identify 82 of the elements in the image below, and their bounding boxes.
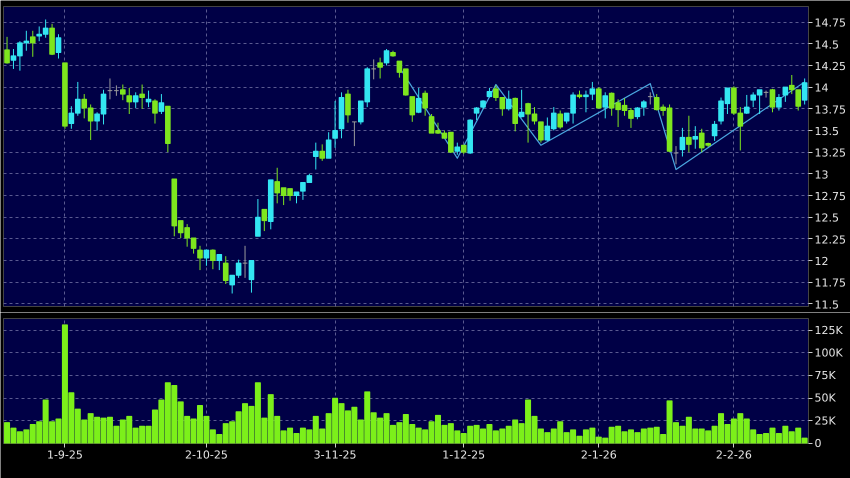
candlestick [647,92,654,105]
candlestick [126,88,132,115]
candlestick [602,92,608,119]
y-tick-label: 100K [814,346,844,360]
y-tick-label: 13.75 [814,103,846,116]
candlestick [248,260,254,294]
y-tick-label: 125K [814,324,844,337]
candlestick [262,208,268,232]
candlestick [776,94,782,112]
candlestick [158,94,164,115]
y-tick-label: 13 [814,168,828,182]
y-tick-label: 11.5 [814,298,839,312]
y-tick-label: 12.5 [814,212,839,225]
candlestick [352,121,358,147]
candlestick [634,106,640,120]
candlestick [139,84,145,110]
candlestick [384,48,390,66]
y-tick-label: 50K [814,392,836,405]
candlestick [197,245,203,271]
y-tick-label: 11.75 [814,276,846,290]
candlestick [242,245,248,278]
candlestick [770,88,776,113]
candlestick [332,100,338,148]
candlestick [132,92,138,108]
candlestick [146,90,152,108]
candlestick [294,192,300,204]
candlestick [312,142,319,170]
candlestick [782,86,788,102]
x-tick-label: 1-12-25 [442,448,486,462]
candlestick [216,254,222,271]
candlestick [370,58,376,80]
candlestick [454,142,460,156]
candlestick [680,127,686,157]
x-tick-label: 3-11-25 [314,448,357,462]
candlestick [583,90,589,113]
candlestick [557,110,564,130]
candlestick [377,57,383,79]
x-tick-label: 2-10-25 [184,448,228,462]
candlestick [686,115,692,153]
candlestick [506,90,512,112]
candlestick [409,96,416,122]
y-tick-label: 12.25 [814,233,846,246]
y-tick-label: 75K [814,369,836,382]
candlestick [474,106,480,121]
candlestick [222,256,229,284]
y-tick-label: 13.5 [814,124,839,138]
candlestick [802,78,808,105]
y-tick-label: 0 [814,437,822,450]
x-tick-label: 2-2-26 [716,448,752,462]
y-tick-label: 25K [814,414,836,428]
y-tick-label: 12.75 [814,190,846,204]
candlestick [590,81,596,101]
candlestick [30,30,36,58]
candlestick [152,98,158,124]
y-tick-label: 14 [814,82,828,95]
candlestick [120,84,126,101]
candlestick [673,146,679,165]
candlestick [210,248,216,270]
x-tick-label: 1-9-25 [46,448,83,462]
y-tick-label: 14.25 [814,60,846,73]
candlestick [345,89,351,124]
candlestick [486,88,492,98]
y-tick-label: 13.25 [814,146,846,160]
candlestick [326,132,332,159]
candlestick [422,90,428,116]
y-tick-label: 12 [814,255,828,268]
y-tick-label: 14.5 [814,38,839,52]
candlestick [4,36,10,64]
y-tick-label: 14.75 [814,16,846,30]
candlestick [518,89,524,118]
candlestick [319,144,326,162]
candlestick [56,34,62,60]
candlestick [538,121,544,144]
candlestick [416,88,422,114]
candlestick [744,94,750,115]
candlestick [692,126,698,150]
candlestick [204,248,210,266]
candlestick [255,198,261,237]
candlestick [596,86,602,110]
candlestick [641,100,647,116]
candlestick [712,120,718,142]
x-tick-label: 2-1-26 [580,448,617,462]
